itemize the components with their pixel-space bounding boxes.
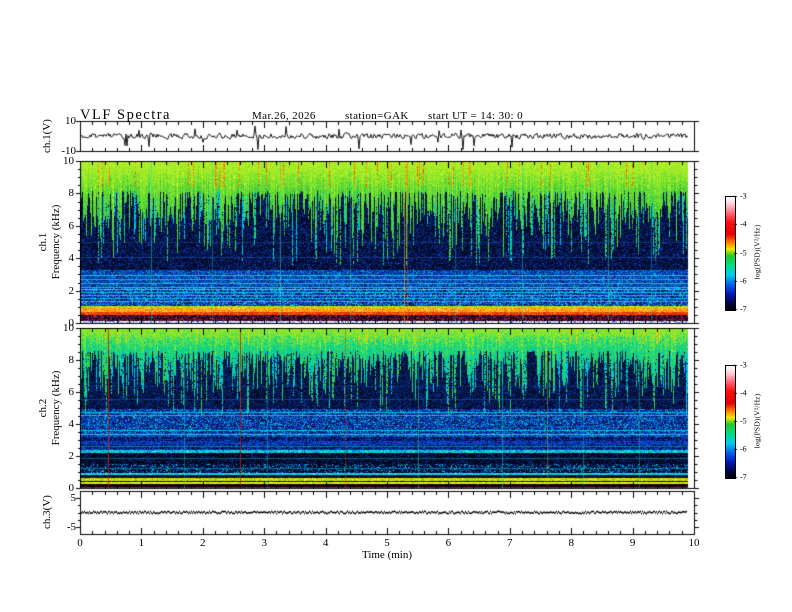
y-tick-label: 10 xyxy=(63,155,74,167)
colorbar-tick-label: -5 xyxy=(740,416,747,426)
y-tick-label: 8 xyxy=(68,354,75,366)
x-tick-label: 4 xyxy=(322,537,329,549)
colorbar-tick-label: -7 xyxy=(740,304,747,314)
x-tick-label: 3 xyxy=(261,537,267,549)
colorbar-tick-label: -3 xyxy=(740,360,747,370)
y-tick-label: 2 xyxy=(68,284,75,297)
x-tick-label: 2 xyxy=(200,537,206,549)
y-tick-label: 10 xyxy=(65,115,76,127)
colorbar-tick-label: -5 xyxy=(740,248,747,257)
x-tick-label: 5 xyxy=(384,537,390,549)
y-tick-label: 6 xyxy=(68,386,75,398)
y-tick-label: -5 xyxy=(66,520,76,533)
colorbar-tick-label: -4 xyxy=(740,388,747,398)
x-tick-label: 0 xyxy=(77,537,83,549)
colorbar-tick-label: -6 xyxy=(740,444,747,454)
x-tick-label: 6 xyxy=(445,537,452,549)
y-tick-label: 8 xyxy=(68,187,75,200)
y-tick-label: 10 xyxy=(63,322,74,334)
y-tick-label: 6 xyxy=(68,219,75,232)
x-tick-label: 8 xyxy=(568,537,574,549)
x-tick-label: 9 xyxy=(629,537,636,549)
colorbar-tick-label: -6 xyxy=(740,276,747,286)
colorbar-tick-label: -4 xyxy=(740,219,747,229)
x-tick-label: 7 xyxy=(507,537,513,549)
y-tick-label: 4 xyxy=(68,252,75,265)
y-tick-label: 0 xyxy=(68,317,75,329)
x-tick-label: 1 xyxy=(138,537,145,549)
y-tick-label: 2 xyxy=(68,450,75,462)
colorbar-tick-label: -7 xyxy=(740,472,747,482)
x-tick-label: 10 xyxy=(688,537,700,549)
y-tick-label: -10 xyxy=(61,145,76,157)
y-tick-label: 0 xyxy=(68,482,75,494)
y-tick-label: 5 xyxy=(70,492,77,505)
colorbar-tick-label: -3 xyxy=(740,191,747,201)
y-tick-label: 4 xyxy=(68,418,75,430)
